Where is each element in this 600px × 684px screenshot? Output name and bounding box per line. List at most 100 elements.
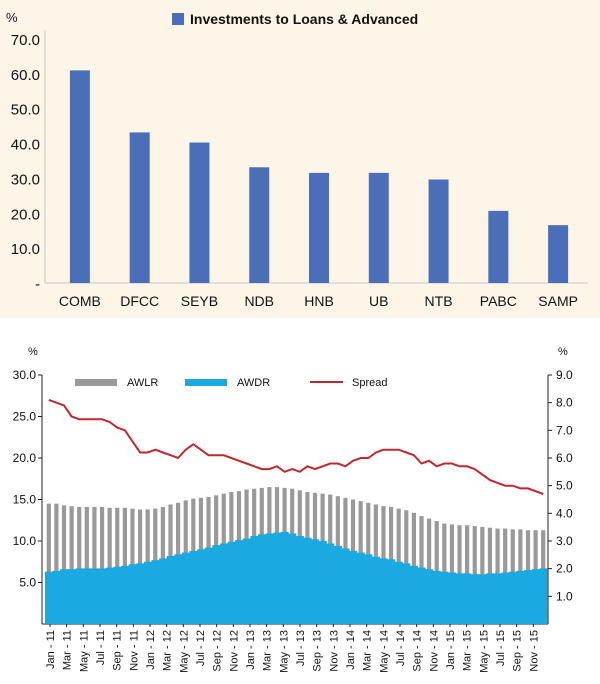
chart2-x-tick-label: Jan - 12 [145, 630, 157, 670]
chart1-x-tick-label: SEYB [181, 293, 218, 309]
chart2-left-tick-label: 15.0 [13, 493, 37, 507]
chart2-x-tick-label: Jan - 15 [445, 630, 457, 670]
chart1-bar [189, 142, 210, 283]
awdr-bar [539, 568, 548, 624]
chart2-right-tick-label: 3.0 [556, 534, 573, 548]
awlr-awdr-spread-chart: % % 5.0 10.0 15.0 20.0 25.0 30.0 1.0 2.0 3.0 4.0 5.0… [13, 346, 573, 673]
chart1-bar [249, 167, 270, 283]
chart2-x-tick-label: Jul - 15 [495, 630, 507, 666]
chart2-x-tick-label: Mar - 11 [62, 630, 74, 670]
chart1-y-tick-label: 20.0 [11, 206, 40, 223]
chart2-right-tick-label: 7.0 [556, 423, 573, 437]
chart1-y-tick-label: 50.0 [11, 102, 40, 119]
awdr-bar [493, 573, 502, 624]
awdr-bar [288, 533, 297, 624]
chart1-y-tick-label: 60.0 [11, 67, 40, 84]
chart1-legend-swatch [172, 13, 184, 25]
awdr-bar [280, 531, 289, 624]
chart1-bar [548, 225, 569, 283]
chart2-legend-swatch [185, 379, 227, 386]
chart2-x-tick-label: Jul - 11 [95, 630, 107, 665]
chart1-bar [309, 172, 329, 283]
investments-chart-panel: - 10.0 20.0 30.0 40.0 50.0 60.0 70.0% Investment… [0, 0, 600, 318]
chart1-x-tick-label: SAMP [538, 293, 578, 309]
chart2-legend-label: AWDR [237, 377, 270, 389]
awdr-bar [311, 539, 320, 624]
chart2-right-tick-label: 1.0 [556, 589, 573, 603]
chart2-x-tick-label: Nov - 15 [528, 630, 540, 672]
awlr-bar [107, 507, 112, 624]
awdr-bar [90, 568, 99, 624]
awdr-bar [501, 572, 510, 624]
awdr-bar [478, 574, 487, 624]
chart2-x-tick-label: Jul - 12 [195, 630, 207, 666]
awdr-bar [174, 554, 183, 624]
chart2-right-tick-label: 4.0 [556, 506, 573, 520]
awdr-bar [98, 568, 107, 624]
chart1-y-tick-label: 30.0 [11, 171, 40, 188]
awdr-bar [128, 564, 137, 624]
chart2-right-tick-label: 8.0 [556, 396, 573, 410]
chart1-x-tick-label: COMB [59, 293, 101, 309]
awdr-bar [341, 548, 350, 624]
chart2-left-tick-label: 25.0 [13, 410, 37, 424]
awdr-bar [227, 541, 236, 624]
awdr-bar [197, 549, 206, 624]
chart1-y-tick-label: 70.0 [11, 32, 40, 49]
chart2-x-tick-label: Sep - 13 [312, 630, 324, 672]
chart2-x-tick-label: May - 11 [78, 630, 90, 672]
chart2-x-tick-label: Mar - 15 [462, 630, 474, 671]
awdr-bar [356, 552, 365, 624]
chart2-x-tick-label: Mar - 13 [262, 630, 274, 671]
awdr-bar [440, 571, 449, 624]
chart2-left-tick-label: 10.0 [13, 534, 37, 548]
awdr-bar [402, 563, 411, 624]
awdr-bar [470, 574, 479, 624]
awdr-bar [303, 537, 312, 624]
awdr-bar [143, 561, 152, 624]
awdr-bar [189, 550, 198, 624]
awlr-bar [69, 506, 74, 624]
chart1-x-tick-label: UB [369, 293, 388, 309]
chart2-x-tick-label: Sep - 15 [512, 630, 524, 672]
awdr-bar [463, 573, 472, 624]
chart1-x-tick-label: DFCC [120, 293, 159, 309]
awdr-bar [136, 563, 145, 624]
chart2-left-unit-label: % [28, 346, 38, 358]
awdr-bar [425, 569, 434, 624]
chart2-x-tick-label: May - 13 [278, 630, 290, 673]
awdr-bar [508, 571, 517, 624]
rates-chart-panel: %% 5.0 10.0 15.0 20.0 25.0 30.0 1.0 2.0 3.0 4.0 5.0… [0, 318, 600, 684]
chart1-x-tick-label: HNB [304, 293, 334, 309]
chart2-x-tick-label: Jan - 11 [45, 630, 57, 669]
awdr-bar [417, 567, 426, 624]
chart1-x-tick-label: PABC [480, 293, 517, 309]
awdr-bar [151, 560, 160, 624]
chart2-x-tick-label: Sep - 12 [212, 630, 224, 672]
chart1-y-unit-label: % [6, 10, 18, 25]
awlr-bar [84, 506, 89, 624]
chart2-x-tick-label: May - 15 [478, 630, 490, 673]
chart2-x-tick-label: Nov - 13 [328, 630, 340, 672]
awdr-bar [105, 567, 114, 624]
awdr-bar [379, 558, 388, 624]
awdr-bar [326, 543, 335, 624]
awdr-bar [45, 571, 53, 624]
awdr-bar [364, 554, 373, 624]
awdr-bar [83, 568, 91, 624]
awdr-bar [349, 550, 358, 624]
awdr-bar [60, 569, 69, 624]
awdr-bar [67, 569, 76, 624]
awdr-bar [516, 570, 525, 624]
awdr-bar [235, 540, 244, 624]
awdr-bar [181, 552, 190, 624]
awdr-bar [257, 534, 266, 624]
chart1-x-tick-label: NDB [244, 293, 274, 309]
awdr-bar [273, 532, 282, 624]
chart2-left-tick-label: 5.0 [19, 576, 36, 590]
chart2-x-tick-label: Jan - 13 [245, 630, 257, 670]
awlr-bar [92, 506, 97, 624]
awdr-bar [531, 569, 540, 624]
chart2-x-tick-label: Mar - 12 [162, 630, 174, 671]
chart2-x-tick-label: Nov - 11 [128, 630, 140, 671]
